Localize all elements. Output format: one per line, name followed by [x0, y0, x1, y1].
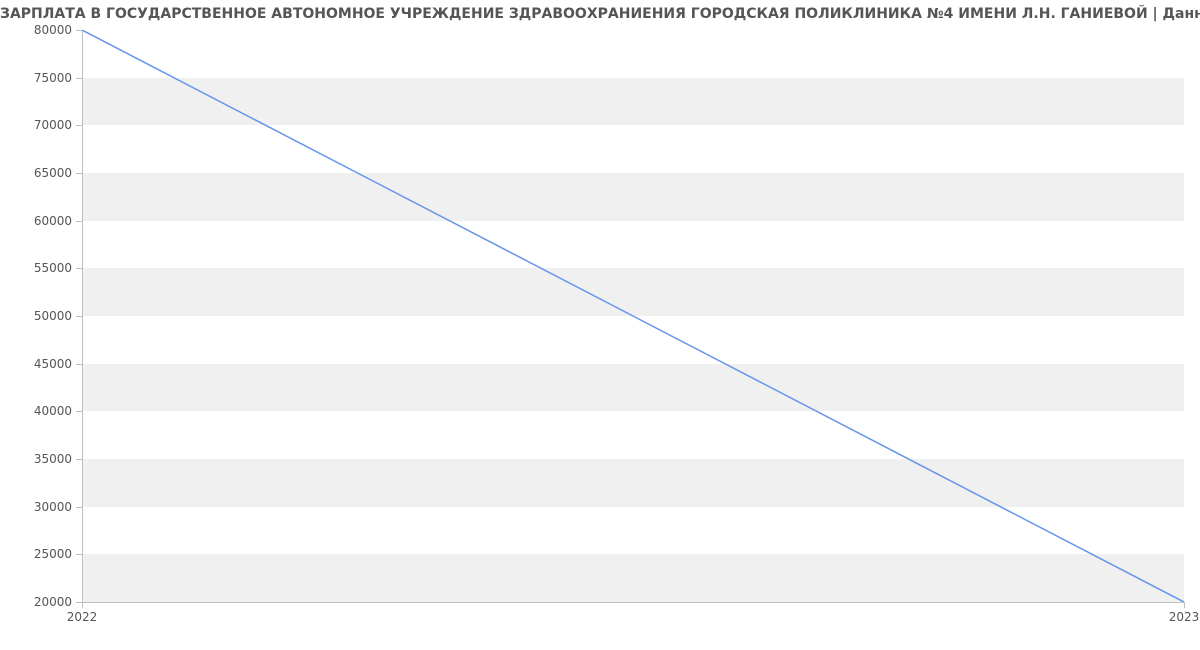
x-axis-line	[82, 602, 1184, 603]
chart-title: ЗАРПЛАТА В ГОСУДАРСТВЕННОЕ АВТОНОМНОЕ УЧ…	[0, 6, 1200, 22]
x-tick-label: 2022	[67, 610, 98, 624]
y-tick-label: 80000	[22, 23, 72, 37]
y-tick-label: 20000	[22, 595, 72, 609]
y-tick-label: 65000	[22, 166, 72, 180]
y-tick-label: 75000	[22, 71, 72, 85]
y-tick-label: 25000	[22, 547, 72, 561]
y-tick-label: 70000	[22, 118, 72, 132]
series-line	[82, 30, 1184, 602]
line-series	[82, 30, 1184, 602]
x-tick-mark	[1184, 602, 1185, 608]
y-tick-label: 40000	[22, 404, 72, 418]
y-tick-label: 45000	[22, 357, 72, 371]
y-tick-label: 50000	[22, 309, 72, 323]
y-tick-label: 60000	[22, 214, 72, 228]
x-tick-mark	[82, 602, 83, 608]
y-tick-label: 55000	[22, 261, 72, 275]
y-tick-label: 35000	[22, 452, 72, 466]
y-tick-label: 30000	[22, 500, 72, 514]
x-tick-label: 2023	[1169, 610, 1200, 624]
plot-area: 2000025000300003500040000450005000055000…	[82, 30, 1184, 602]
